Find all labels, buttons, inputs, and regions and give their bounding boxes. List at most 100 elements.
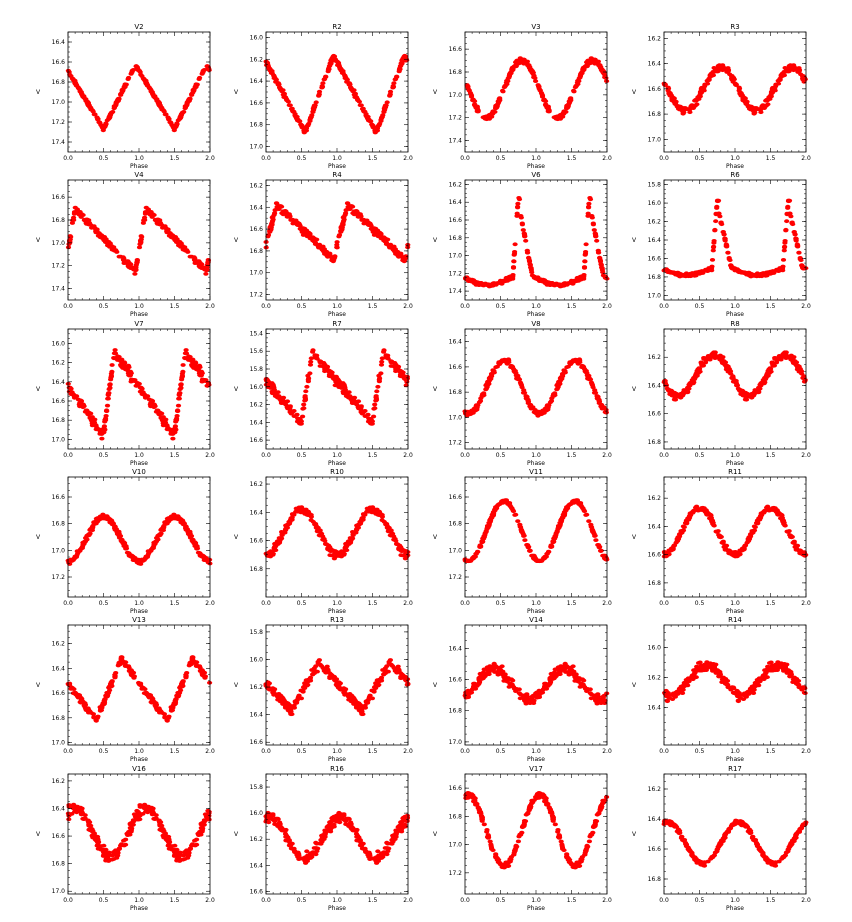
data-point xyxy=(371,414,377,419)
data-point xyxy=(280,92,286,97)
data-point xyxy=(504,78,510,83)
data-point xyxy=(718,221,724,225)
data-point xyxy=(535,83,541,87)
data-point xyxy=(761,379,767,383)
data-point xyxy=(393,364,399,369)
data-point xyxy=(171,128,177,133)
y-axis-label: V xyxy=(234,237,239,244)
data-point xyxy=(509,364,515,369)
data-point xyxy=(335,63,341,68)
y-tick-label: 16.8 xyxy=(648,439,662,446)
data-point xyxy=(141,392,148,397)
x-tick-label: 2.0 xyxy=(403,452,413,459)
data-point xyxy=(135,68,141,72)
x-axis-label: Phase xyxy=(726,460,744,467)
plot-frame xyxy=(67,31,211,153)
data-point xyxy=(528,266,534,270)
panel-r2: R2 V Phase 0.0 0.5 1.0 1.5 2.0 16.0 16.2 16.4 16.6 1… xyxy=(234,23,413,170)
data-point xyxy=(267,385,274,390)
data-point xyxy=(302,398,309,402)
data-point xyxy=(87,416,93,421)
data-point xyxy=(310,348,316,353)
x-tick-label: 0.5 xyxy=(695,155,705,162)
data-point xyxy=(382,103,389,108)
y-axis-label: V xyxy=(632,237,637,244)
data-point xyxy=(141,77,147,82)
y-tick-label: 16.6 xyxy=(449,46,463,53)
data-point xyxy=(320,81,326,86)
data-point xyxy=(286,212,292,217)
data-point xyxy=(716,211,722,216)
data-point xyxy=(673,102,679,107)
plot-frame xyxy=(464,31,608,153)
y-tick-label: 16.8 xyxy=(52,417,66,424)
data-point xyxy=(565,364,571,369)
x-tick-label: 0.0 xyxy=(460,452,470,459)
data-point xyxy=(120,362,126,367)
data-point xyxy=(496,100,502,104)
data-point xyxy=(571,88,577,93)
x-tick-label: 0.5 xyxy=(297,452,307,459)
data-point xyxy=(700,86,706,91)
x-tick-label: 0.5 xyxy=(695,452,705,459)
x-tick-label: 0.5 xyxy=(297,155,307,162)
data-point xyxy=(305,379,311,384)
data-point xyxy=(783,352,789,357)
data-point xyxy=(268,226,274,231)
x-tick-label: 2.0 xyxy=(205,155,215,162)
data-point xyxy=(512,369,518,373)
y-tick-label: 16.4 xyxy=(52,39,66,46)
data-point xyxy=(524,250,531,255)
data-point xyxy=(106,387,112,392)
data-point xyxy=(518,214,524,218)
data-point xyxy=(743,392,749,397)
y-axis-label: V xyxy=(433,386,438,393)
data-point xyxy=(381,107,388,112)
data-point xyxy=(334,242,340,247)
data-point xyxy=(683,271,690,276)
data-point xyxy=(586,204,592,209)
data-point xyxy=(389,359,395,364)
data-point xyxy=(264,63,270,68)
plot-frame xyxy=(265,31,409,153)
data-point xyxy=(560,372,566,377)
data-point xyxy=(139,386,145,391)
y-tick-label: 17.0 xyxy=(52,436,66,443)
data-point xyxy=(340,70,346,74)
data-point xyxy=(668,270,674,275)
data-point xyxy=(769,90,775,94)
data-point xyxy=(70,77,76,82)
data-point xyxy=(528,67,534,72)
data-point xyxy=(269,70,275,74)
data-point xyxy=(93,229,99,234)
x-tick-label: 1.0 xyxy=(531,155,541,162)
data-point xyxy=(125,363,132,368)
data-point xyxy=(157,218,163,223)
data-point xyxy=(321,77,327,82)
panel-v4: V4 V Phase 0.0 0.5 1.0 1.5 2.0 16.6 16.8 17.0 17.2 1… xyxy=(36,171,215,318)
y-tick-label: 16.4 xyxy=(250,78,264,85)
data-point xyxy=(796,250,802,255)
data-point xyxy=(793,236,799,241)
data-points xyxy=(263,201,411,264)
data-point xyxy=(199,72,205,76)
data-point xyxy=(284,399,291,404)
data-point xyxy=(339,226,345,231)
data-point xyxy=(581,266,588,270)
panel-title: V4 xyxy=(134,171,144,179)
data-point xyxy=(785,206,791,210)
data-point xyxy=(782,244,788,249)
data-point xyxy=(553,116,559,121)
data-point xyxy=(97,429,103,434)
x-tick-label: 1.0 xyxy=(531,303,541,310)
y-tick-label: 16.0 xyxy=(250,384,264,391)
data-point xyxy=(678,391,684,396)
data-point xyxy=(174,121,180,126)
data-point xyxy=(515,204,521,209)
data-point xyxy=(175,408,181,413)
data-point xyxy=(473,105,479,110)
data-point xyxy=(565,105,571,110)
data-point xyxy=(383,240,389,245)
x-tick-label: 1.0 xyxy=(332,452,342,459)
data-point xyxy=(176,392,182,397)
